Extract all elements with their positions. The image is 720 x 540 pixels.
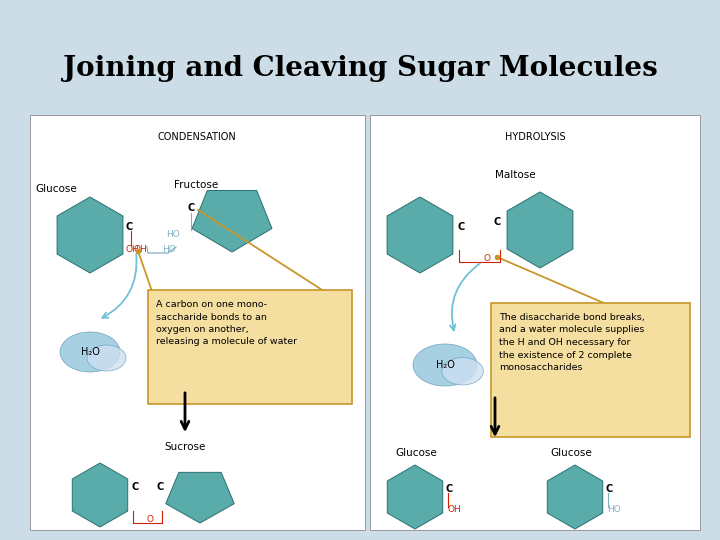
Polygon shape [547, 465, 603, 529]
Text: Sucrose: Sucrose [164, 442, 206, 452]
Text: OH: OH [447, 505, 461, 514]
Text: Glucose: Glucose [395, 448, 437, 458]
FancyBboxPatch shape [370, 115, 700, 530]
Ellipse shape [413, 344, 477, 386]
Text: H₂O: H₂O [81, 347, 99, 357]
Polygon shape [166, 472, 234, 523]
Text: C: C [126, 222, 133, 232]
Polygon shape [507, 192, 573, 268]
Text: CONDENSATION: CONDENSATION [158, 132, 236, 142]
Polygon shape [387, 465, 443, 529]
Text: C: C [445, 484, 452, 494]
Text: Maltose: Maltose [495, 170, 536, 180]
Text: H₂O: H₂O [436, 360, 454, 370]
Text: C: C [605, 484, 612, 494]
Text: O: O [146, 515, 153, 524]
Text: The disaccharide bond breaks,
and a water molecule supplies
the H and OH necessa: The disaccharide bond breaks, and a wate… [499, 313, 644, 372]
Text: C: C [131, 482, 138, 492]
Text: HO: HO [607, 505, 621, 514]
Text: Glucose: Glucose [550, 448, 592, 458]
Polygon shape [387, 197, 453, 273]
Ellipse shape [60, 332, 120, 372]
Text: C: C [457, 222, 464, 232]
Text: C: C [157, 482, 164, 492]
Text: OH: OH [126, 245, 140, 254]
Ellipse shape [87, 345, 126, 371]
Polygon shape [192, 191, 272, 252]
Text: HO: HO [162, 245, 176, 254]
Text: HO: HO [166, 230, 180, 239]
Text: C: C [188, 203, 195, 213]
Text: C: C [494, 217, 501, 227]
Polygon shape [57, 197, 123, 273]
Polygon shape [72, 463, 127, 527]
Text: A carbon on one mono-
saccharide bonds to an
oxygen on another,
releasing a mole: A carbon on one mono- saccharide bonds t… [156, 300, 297, 347]
Text: OH: OH [134, 245, 148, 254]
Text: Fructose: Fructose [174, 180, 218, 190]
Text: HYDROLYSIS: HYDROLYSIS [505, 132, 565, 142]
Text: Joining and Cleaving Sugar Molecules: Joining and Cleaving Sugar Molecules [63, 55, 657, 82]
Ellipse shape [442, 357, 483, 385]
Text: O: O [484, 254, 490, 263]
Text: Glucose: Glucose [35, 184, 77, 194]
FancyBboxPatch shape [30, 115, 365, 530]
FancyBboxPatch shape [491, 303, 690, 437]
FancyBboxPatch shape [148, 290, 352, 404]
